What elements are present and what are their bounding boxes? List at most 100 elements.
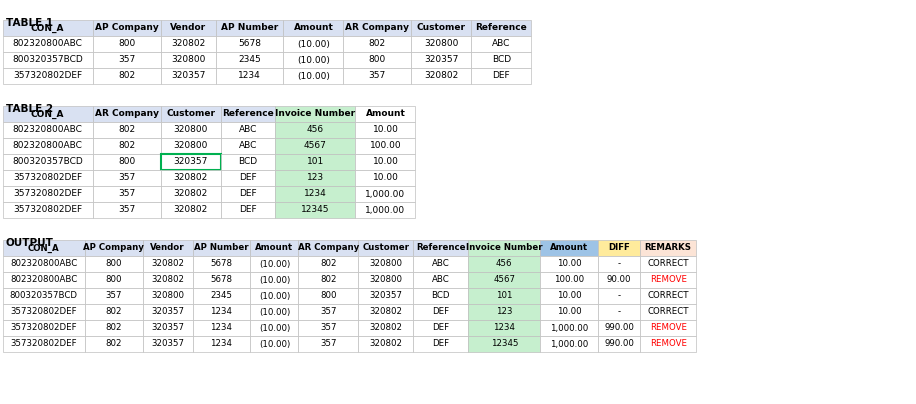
Text: CORRECT: CORRECT: [648, 292, 689, 301]
Text: DEF: DEF: [432, 339, 450, 349]
Text: (10.00): (10.00): [259, 276, 290, 284]
Text: 1,000.00: 1,000.00: [365, 206, 406, 215]
Bar: [640, 336, 696, 352]
Bar: [221, 138, 276, 154]
Text: 5678: 5678: [211, 276, 233, 284]
Bar: [283, 68, 344, 84]
Bar: [250, 304, 299, 320]
Text: 10.00: 10.00: [557, 259, 582, 269]
Bar: [84, 304, 143, 320]
Bar: [358, 256, 413, 272]
Text: CON_A: CON_A: [27, 244, 60, 252]
Text: 357: 357: [105, 292, 122, 301]
Bar: [276, 122, 355, 138]
Text: Reference: Reference: [222, 109, 274, 118]
Text: Customer: Customer: [363, 244, 409, 252]
Bar: [598, 272, 640, 288]
Text: 320802: 320802: [171, 40, 205, 48]
Bar: [192, 336, 250, 352]
Text: 357: 357: [118, 173, 136, 183]
Bar: [472, 52, 531, 68]
Text: 320800: 320800: [173, 141, 208, 151]
Text: 320800: 320800: [151, 292, 184, 301]
Bar: [93, 170, 160, 186]
Bar: [598, 336, 640, 352]
Bar: [160, 68, 215, 84]
Text: 357: 357: [321, 307, 337, 316]
Bar: [3, 186, 93, 202]
Bar: [215, 52, 283, 68]
Bar: [413, 256, 468, 272]
Bar: [250, 320, 299, 336]
Text: 1234: 1234: [211, 307, 233, 316]
Bar: [3, 304, 84, 320]
Bar: [640, 256, 696, 272]
Text: -: -: [617, 307, 621, 316]
Text: Amount: Amount: [365, 109, 405, 118]
Text: 12345: 12345: [491, 339, 518, 349]
Text: 357: 357: [369, 72, 386, 80]
Bar: [283, 52, 344, 68]
Bar: [3, 20, 93, 36]
Bar: [221, 122, 276, 138]
Bar: [3, 138, 93, 154]
Text: DEF: DEF: [239, 206, 256, 215]
Bar: [468, 240, 540, 256]
Bar: [598, 304, 640, 320]
Bar: [160, 138, 221, 154]
Text: Customer: Customer: [417, 23, 466, 32]
Bar: [299, 272, 358, 288]
Text: Invoice Number: Invoice Number: [466, 244, 542, 252]
Bar: [276, 170, 355, 186]
Text: 320802: 320802: [369, 307, 402, 316]
Bar: [160, 20, 215, 36]
Text: 320802: 320802: [173, 206, 208, 215]
Text: 2345: 2345: [211, 292, 233, 301]
Bar: [640, 304, 696, 320]
Text: AR Company: AR Company: [298, 244, 359, 252]
Bar: [160, 202, 221, 218]
Text: 90.00: 90.00: [607, 276, 631, 284]
Text: 10.00: 10.00: [373, 126, 398, 135]
Text: 5678: 5678: [211, 259, 233, 269]
Text: 802: 802: [321, 259, 337, 269]
Bar: [143, 240, 192, 256]
Bar: [358, 240, 413, 256]
Bar: [472, 20, 531, 36]
Text: BCD: BCD: [238, 158, 257, 166]
Text: 10.00: 10.00: [557, 307, 582, 316]
Bar: [143, 272, 192, 288]
Text: 320800: 320800: [369, 259, 402, 269]
Bar: [221, 202, 276, 218]
Text: 12345: 12345: [301, 206, 330, 215]
Text: REMOVE: REMOVE: [649, 276, 687, 284]
Bar: [411, 52, 472, 68]
Text: 357: 357: [321, 339, 337, 349]
Bar: [84, 320, 143, 336]
Bar: [540, 256, 598, 272]
Text: TABLE 1: TABLE 1: [5, 18, 53, 28]
Text: 357320802DEF: 357320802DEF: [10, 307, 77, 316]
Bar: [413, 304, 468, 320]
Bar: [640, 288, 696, 304]
Bar: [640, 320, 696, 336]
Bar: [355, 170, 415, 186]
Bar: [355, 122, 415, 138]
Bar: [84, 272, 143, 288]
Text: 4567: 4567: [494, 276, 516, 284]
Bar: [160, 186, 221, 202]
Bar: [192, 240, 250, 256]
Bar: [93, 52, 160, 68]
Text: Amount: Amount: [256, 244, 293, 252]
Text: 357: 357: [118, 189, 136, 198]
Bar: [84, 256, 143, 272]
Bar: [3, 52, 93, 68]
Bar: [355, 106, 415, 122]
Text: BCD: BCD: [431, 292, 450, 301]
Text: 802: 802: [118, 141, 136, 151]
Bar: [299, 320, 358, 336]
Bar: [143, 336, 192, 352]
Text: 357320802DEF: 357320802DEF: [13, 173, 82, 183]
Bar: [283, 36, 344, 52]
Text: (10.00): (10.00): [297, 72, 330, 80]
